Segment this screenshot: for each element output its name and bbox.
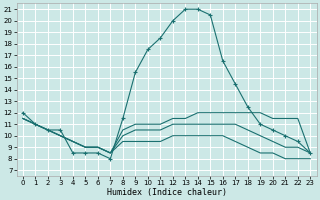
X-axis label: Humidex (Indice chaleur): Humidex (Indice chaleur): [107, 188, 227, 197]
